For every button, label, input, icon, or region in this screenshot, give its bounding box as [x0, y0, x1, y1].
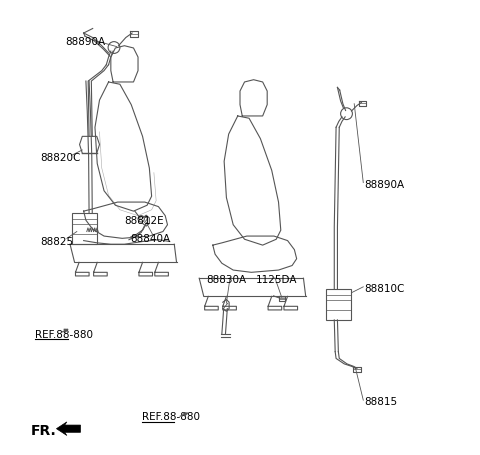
- Text: REF.88-880: REF.88-880: [142, 411, 200, 421]
- Text: 88890A: 88890A: [365, 180, 405, 190]
- Text: 88820C: 88820C: [41, 152, 81, 162]
- Text: 88815: 88815: [365, 397, 398, 407]
- Text: 88825: 88825: [41, 236, 74, 246]
- Text: 88810C: 88810C: [365, 283, 405, 293]
- Polygon shape: [57, 422, 81, 435]
- Text: FR.: FR.: [31, 423, 56, 437]
- Text: 88890A: 88890A: [65, 37, 106, 47]
- Bar: [326, 289, 351, 320]
- Text: REF.88-880: REF.88-880: [35, 329, 93, 339]
- Text: 88812E: 88812E: [124, 216, 164, 226]
- Text: 88840A: 88840A: [131, 234, 170, 244]
- Text: 1125DA: 1125DA: [256, 274, 298, 284]
- Bar: [72, 214, 97, 245]
- Text: 88830A: 88830A: [206, 274, 246, 284]
